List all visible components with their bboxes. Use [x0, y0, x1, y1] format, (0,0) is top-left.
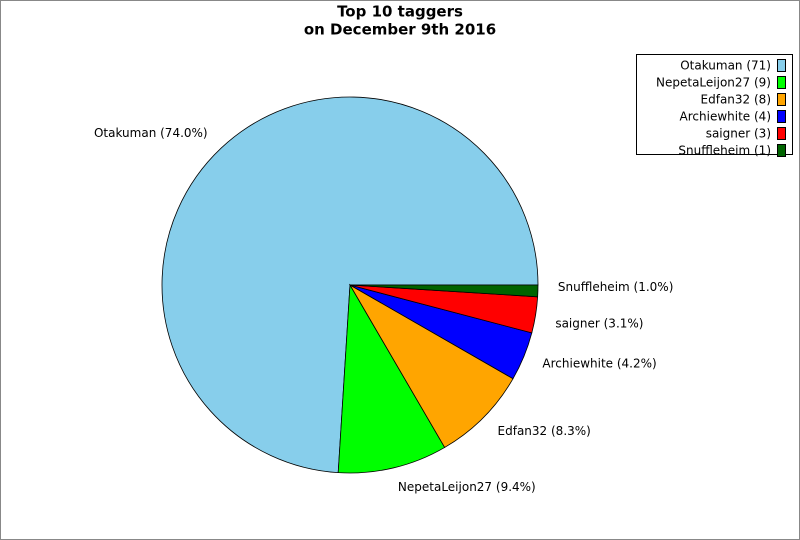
pie-slice [337, 283, 446, 474]
legend-label: Archiewhite (4) [680, 110, 771, 124]
legend-swatch [777, 127, 786, 140]
legend-label: Edfan32 (8) [701, 93, 771, 107]
slice-label: Otakuman (74.0%) [94, 126, 208, 140]
legend-swatch [777, 93, 786, 106]
slice-label: Snuffleheim (1.0%) [558, 280, 674, 294]
legend-label: NepetaLeijon27 (9) [656, 76, 771, 90]
slice-label: saigner (3.1%) [555, 317, 643, 331]
legend-label: Snuffleheim (1) [678, 144, 771, 158]
legend-label: saigner (3) [706, 127, 771, 141]
legend-swatch [777, 76, 786, 89]
chart-subtitle: on December 9th 2016 [304, 21, 496, 39]
legend-swatch [777, 144, 786, 157]
slice-label: Archiewhite (4.2%) [542, 356, 656, 370]
legend-box [636, 54, 793, 155]
legend-label: Otakuman (71) [680, 59, 771, 73]
pie-slice [348, 283, 514, 448]
chart-title: Top 10 taggers [337, 3, 463, 21]
legend-swatch [777, 110, 786, 123]
legend-swatch [777, 59, 786, 72]
slice-label: NepetaLeijon27 (9.4%) [398, 480, 536, 494]
pie-slice [349, 284, 539, 298]
slice-label: Edfan32 (8.3%) [498, 424, 591, 438]
